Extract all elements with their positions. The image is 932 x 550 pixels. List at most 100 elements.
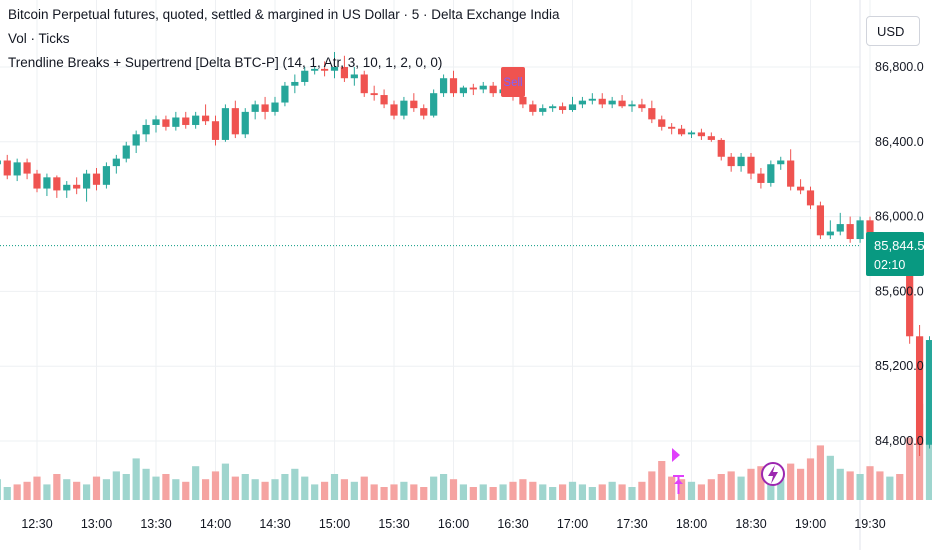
volume-bar <box>410 484 418 500</box>
volume-bar <box>53 474 61 500</box>
candle <box>737 153 745 172</box>
volume-bar <box>231 476 239 500</box>
volume-bar <box>648 471 656 500</box>
volume-bar <box>73 481 81 500</box>
volume-indicator-label[interactable]: Vol · Ticks <box>8 31 70 46</box>
candle-body <box>172 117 180 127</box>
volume-bar <box>806 458 815 500</box>
volume-bar <box>628 487 636 500</box>
candle-body <box>410 100 418 109</box>
price-axis[interactable]: 86,800.0 86,400.0 86,000.0 85,600.0 85,200.0… <box>875 60 924 448</box>
candle-body <box>400 100 408 116</box>
volume-bar <box>757 466 765 500</box>
candle-body <box>53 177 61 191</box>
volume-bar <box>211 471 220 500</box>
volume-bar <box>658 461 666 500</box>
volume-bar <box>23 481 31 500</box>
candle-body <box>826 231 834 236</box>
candle-body <box>102 166 111 185</box>
time-axis[interactable]: 12:30 13:00 13:30 14:00 14:30 15:00 15:30 16:00… <box>21 517 885 531</box>
candle <box>796 179 805 195</box>
candle-body <box>925 340 932 445</box>
candle <box>618 95 626 109</box>
volume-bar <box>251 479 259 500</box>
candlestick-series <box>0 52 932 456</box>
candle <box>370 85 378 101</box>
candle <box>578 96 587 109</box>
volume-bar <box>33 476 41 500</box>
currency-selector[interactable]: USD <box>866 16 920 46</box>
candle-body <box>73 184 81 189</box>
candle-body <box>915 336 924 445</box>
volume-bar <box>102 479 111 500</box>
candle <box>430 89 438 118</box>
candle-body <box>281 85 289 103</box>
candle <box>261 96 269 120</box>
time-tick-label: 14:30 <box>259 517 290 531</box>
candle <box>221 104 230 142</box>
volume-bar <box>192 466 200 500</box>
indicator-label[interactable]: Trendline Breaks + Supertrend [Delta BTC… <box>8 55 443 70</box>
price-tick-label: 86,000.0 <box>875 210 924 224</box>
candle <box>122 141 130 163</box>
lightning-icon[interactable] <box>761 462 785 486</box>
candle <box>142 119 150 142</box>
candle <box>102 162 111 189</box>
volume-bar <box>687 481 696 500</box>
candle <box>192 111 200 129</box>
candle <box>836 212 844 236</box>
volume-bar <box>82 484 91 500</box>
time-tick-label: 16:00 <box>438 517 469 531</box>
volume-bar <box>608 481 616 500</box>
candle-body <box>658 119 666 127</box>
time-tick-label: 18:30 <box>735 517 766 531</box>
volume-bar <box>430 476 438 500</box>
candle <box>320 61 329 77</box>
candle <box>23 158 31 180</box>
candle-body <box>152 119 160 125</box>
chart-title: Bitcoin Perpetual futures, quoted, settl… <box>8 7 560 22</box>
candle-body <box>3 160 11 176</box>
candle <box>241 108 249 139</box>
candle-body <box>787 160 795 187</box>
candle-body <box>737 156 745 167</box>
candle <box>73 177 81 195</box>
sell-signal-label: Sell <box>503 77 522 89</box>
volume-bar <box>449 479 458 500</box>
candle-body <box>112 158 120 167</box>
candle-body <box>549 106 557 109</box>
candle-body <box>430 93 438 116</box>
candle-body <box>340 67 349 79</box>
volume-bar <box>638 481 646 500</box>
candle <box>112 154 120 174</box>
candle-body <box>558 106 567 111</box>
volume-bar <box>320 481 329 500</box>
volume-bar <box>737 476 745 500</box>
volume-bar <box>43 484 51 500</box>
candle-body <box>697 132 706 137</box>
volume-bar <box>370 484 378 500</box>
candle <box>539 104 547 116</box>
volume-bar <box>172 479 180 500</box>
candle-body <box>469 87 477 90</box>
volume-bars <box>0 403 932 500</box>
last-price-value: 85,844.5 <box>874 238 925 253</box>
candle-body <box>320 68 329 71</box>
volume-bar <box>301 476 309 500</box>
candle-body <box>628 104 636 107</box>
candle <box>568 96 577 112</box>
volume-bar <box>420 487 428 500</box>
candle-body <box>271 102 279 112</box>
candle <box>350 67 358 86</box>
volume-bar <box>539 484 547 500</box>
candle <box>608 96 616 109</box>
volume-bar <box>856 474 864 500</box>
candle <box>33 169 41 193</box>
candle-body <box>33 173 41 189</box>
candle <box>826 220 834 240</box>
volume-bar <box>816 445 825 500</box>
candle <box>330 52 339 79</box>
volume-bar <box>568 481 577 500</box>
candle-body <box>539 108 547 112</box>
